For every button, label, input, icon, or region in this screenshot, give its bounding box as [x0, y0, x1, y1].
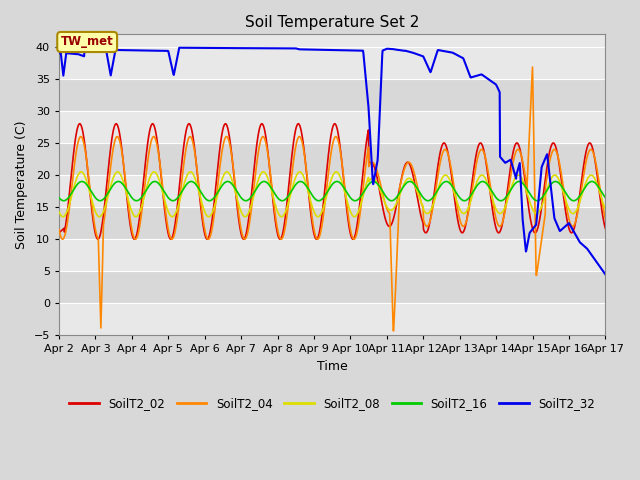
- Text: TW_met: TW_met: [61, 36, 113, 48]
- Bar: [59, 207, 605, 239]
- Bar: [59, 239, 605, 271]
- X-axis label: Time: Time: [317, 360, 348, 373]
- Y-axis label: Soil Temperature (C): Soil Temperature (C): [15, 120, 28, 249]
- Bar: [59, 175, 605, 207]
- Bar: [59, 79, 605, 111]
- Legend: SoilT2_02, SoilT2_04, SoilT2_08, SoilT2_16, SoilT2_32: SoilT2_02, SoilT2_04, SoilT2_08, SoilT2_…: [65, 393, 600, 415]
- Bar: [59, 47, 605, 79]
- Title: Soil Temperature Set 2: Soil Temperature Set 2: [245, 15, 419, 30]
- Bar: [59, 271, 605, 303]
- Bar: [59, 143, 605, 175]
- Bar: [59, 111, 605, 143]
- Bar: [59, 303, 605, 336]
